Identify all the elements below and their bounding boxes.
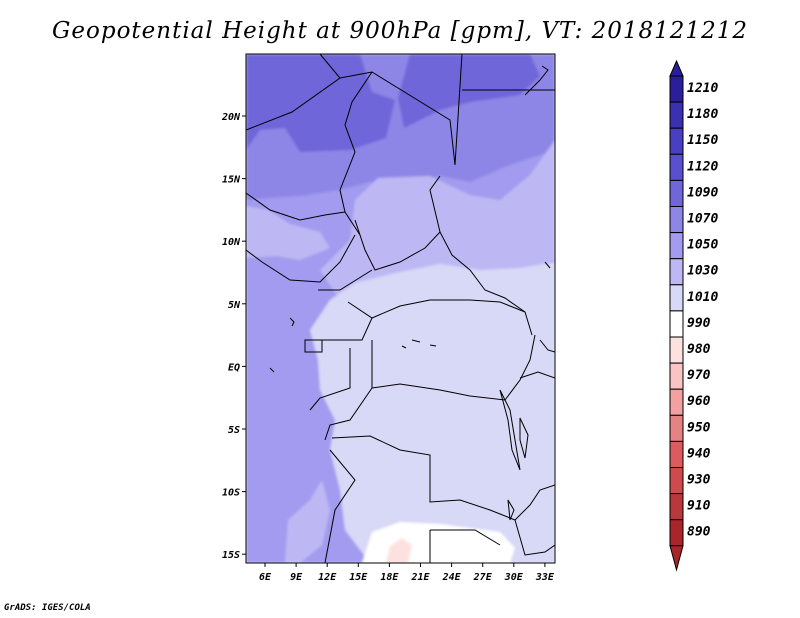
colorbar-segment	[669, 467, 684, 495]
colorbar-level-label: 1050	[687, 238, 718, 253]
field-1030-coast	[285, 480, 330, 563]
lat-tick-label: 15S	[222, 550, 240, 561]
colorbar-segment	[669, 362, 684, 390]
colorbar: 1210 1180 1150 1120 1090 1070 1050 1030 1010 990 9…	[669, 59, 718, 572]
lon-tick-label: 12E	[318, 572, 337, 583]
country-borders	[246, 54, 555, 563]
colorbar-segment	[669, 519, 684, 547]
colorbar-segment	[669, 75, 684, 103]
lon-tick-label: 24E	[442, 572, 462, 583]
colorbar-bottom-arrow	[669, 545, 684, 572]
map-frame	[245, 53, 556, 564]
colorbar-segment	[669, 336, 684, 364]
colorbar-level-label: 1030	[687, 264, 718, 279]
colorbar-level-label: 990	[687, 316, 711, 331]
lat-tick-label: 5S	[228, 425, 240, 436]
longitude-axis: 6E 9E 12E 15E 18E 21E 24E 27E 30E 33E	[259, 563, 555, 583]
colorbar-level-label: 930	[687, 473, 711, 488]
colorbar-level-label: 910	[687, 499, 711, 514]
colorbar-segment	[669, 310, 684, 338]
lat-tick-label: 10S	[222, 488, 240, 499]
colorbar-segment	[669, 127, 684, 155]
lat-tick-label: 15N	[222, 175, 241, 186]
field-1090	[246, 54, 395, 152]
colorbar-level-label: 960	[687, 394, 711, 409]
lon-tick-label: 27E	[473, 572, 493, 583]
lon-tick-label: 33E	[535, 572, 555, 583]
latitude-axis: 20N 15N 10N 5N EQ 5S 10S 15S	[221, 112, 246, 561]
colorbar-level-label: 1180	[687, 107, 718, 122]
colorbar-segment	[669, 206, 684, 234]
colorbar-segment	[669, 101, 684, 129]
contour-field	[246, 54, 555, 563]
lon-tick-label: 18E	[380, 572, 399, 583]
colorbar-level-label: 940	[687, 446, 711, 461]
colorbar-level-label: 1090	[687, 185, 718, 200]
lon-tick-label: 21E	[410, 572, 430, 583]
colorbar-level-label: 950	[687, 420, 711, 435]
colorbar-level-label: 980	[687, 342, 711, 357]
colorbar-level-label: 1150	[687, 133, 718, 148]
field-1030-west	[246, 206, 330, 260]
lat-tick-label: EQ	[228, 362, 240, 373]
colorbar-level-label: 1210	[687, 81, 718, 96]
colorbar-segment	[669, 232, 684, 260]
colorbar-segment	[669, 440, 684, 468]
colorbar-top-arrow	[669, 59, 684, 77]
colorbar-level-label: 890	[687, 525, 711, 540]
colorbar-level-label: 1010	[687, 290, 718, 305]
colorbar-level-label: 1070	[687, 212, 718, 227]
colorbar-level-label: 970	[687, 368, 711, 383]
lon-tick-label: 30E	[504, 572, 524, 583]
lat-tick-label: 5N	[228, 300, 241, 311]
lat-tick-label: 10N	[222, 237, 241, 248]
field-1010	[310, 262, 555, 563]
lat-tick-label: 20N	[221, 112, 241, 123]
grads-credit: GrADS: IGES/COLA	[4, 603, 91, 613]
colorbar-segment	[669, 493, 684, 521]
map-title: Geopotential Height at 900hPa [gpm], VT:…	[52, 18, 748, 44]
colorbar-segment	[669, 414, 684, 442]
colorbar-segment	[669, 284, 684, 312]
lon-tick-label: 6E	[259, 572, 272, 583]
colorbar-segment	[669, 388, 684, 416]
lon-tick-label: 15E	[349, 572, 368, 583]
colorbar-segment	[669, 179, 684, 207]
colorbar-segment	[669, 153, 684, 181]
colorbar-segment	[669, 258, 684, 286]
lon-tick-label: 9E	[290, 572, 303, 583]
field-980	[386, 538, 412, 563]
colorbar-level-label: 1120	[687, 159, 718, 174]
